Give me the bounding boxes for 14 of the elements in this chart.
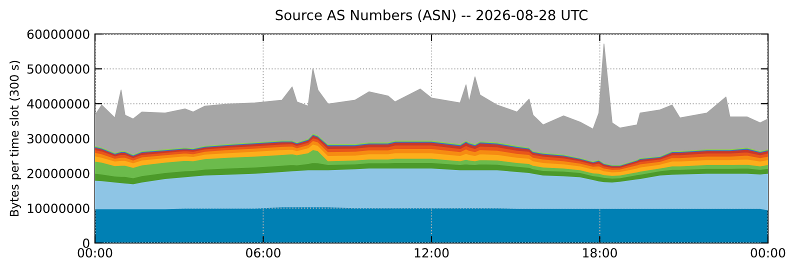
x-tick-label: 00:00 bbox=[750, 248, 786, 258]
y-tick-label: 50000000 bbox=[27, 64, 90, 74]
y-tick-label: 20000000 bbox=[27, 168, 90, 178]
x-tick-label: 12:00 bbox=[414, 248, 449, 258]
y-tick-label: 0 bbox=[83, 238, 90, 248]
chart-title: Source AS Numbers (ASN) -- 2026-08-28 UTC bbox=[276, 10, 588, 22]
x-tick-label: 18:00 bbox=[583, 248, 617, 258]
y-axis-title: Bytes per time slot (300 s) bbox=[10, 60, 21, 216]
x-tick-label: 06:00 bbox=[246, 248, 280, 258]
y-tick-label: 40000000 bbox=[27, 99, 90, 109]
y-tick-label: 10000000 bbox=[28, 204, 90, 214]
y-tick-label: 60000000 bbox=[27, 29, 90, 39]
x-tick-label: 00:00 bbox=[78, 248, 112, 258]
y-tick-label: 30000000 bbox=[27, 134, 90, 144]
